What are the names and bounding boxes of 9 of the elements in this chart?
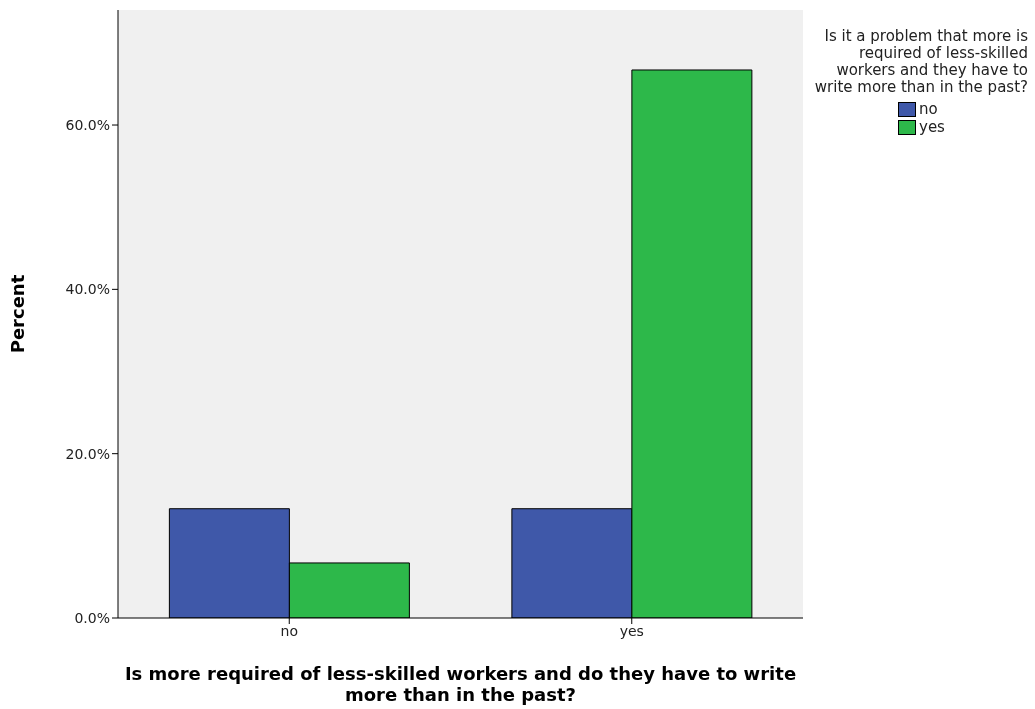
y-tick-label: 60.0% <box>65 117 110 133</box>
y-tick-label: 40.0% <box>65 281 110 298</box>
x-axis-title: Is more required of less-skilled workers and do they have to write more than in the past? <box>123 663 798 705</box>
legend-title: Is it a problem that more is required of less-skilled workers and they have to write more than in the past? <box>813 27 1028 96</box>
y-tick-label: 0.0% <box>74 609 110 626</box>
legend-label: yes <box>919 118 945 136</box>
y-tick-label: 20.0% <box>65 445 110 462</box>
y-axis-title: Percent <box>7 274 29 354</box>
legend-label: no <box>919 100 938 118</box>
